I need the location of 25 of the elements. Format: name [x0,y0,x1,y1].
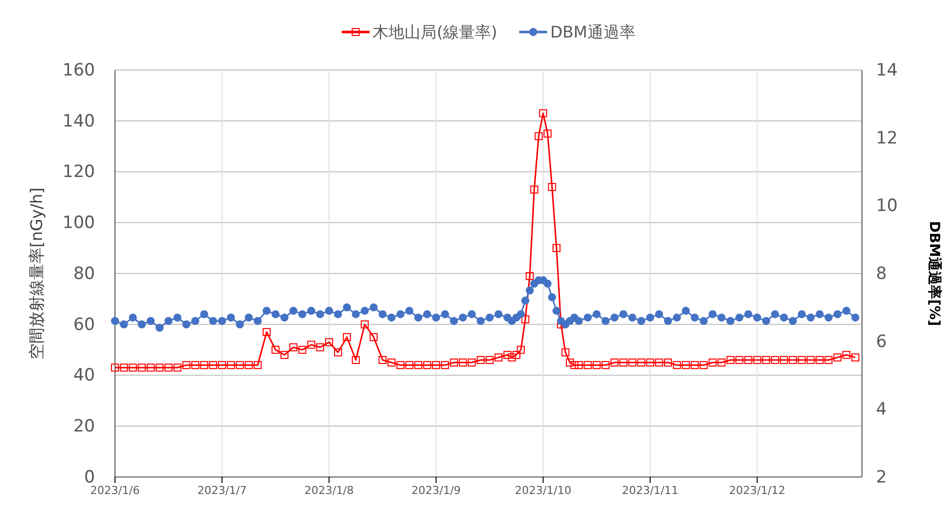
x-tick-label: 2023/1/9 [411,484,461,497]
y2-axis-title: DBM通過率[%] [926,220,943,326]
y-tick-label: 160 [62,60,95,80]
y2-tick-label: 6 [876,332,887,352]
y2-tick-label: 12 [876,128,898,148]
x-tick-label: 2023/1/10 [514,484,572,497]
y2-tick-label: 8 [876,264,887,284]
y-tick-label: 20 [73,416,95,437]
y-tick-label: 40 [73,366,95,386]
y-tick-label: 60 [73,314,95,335]
x-tick-label: 2023/1/7 [197,484,247,497]
legend-label: 木地山局(線量率) [372,22,498,42]
y2-tick-label: 10 [876,196,898,216]
y2-tick-label: 2 [876,467,887,488]
x-tick-label: 2023/1/12 [728,484,786,497]
y-tick-label: 140 [62,111,95,132]
x-tick-label: 2023/1/8 [304,484,354,497]
legend-label: DBM通過率 [550,22,636,42]
y2-tick-label: 4 [876,400,887,420]
y-axis-title: 空間放射線量率[nGy/h] [27,187,46,360]
x-tick-label: 2023/1/11 [622,484,678,497]
y2-tick-label: 14 [876,60,898,80]
y-tick-label: 100 [62,213,95,234]
y-tick-label: 120 [62,162,95,182]
y-tick-label: 80 [73,264,95,284]
